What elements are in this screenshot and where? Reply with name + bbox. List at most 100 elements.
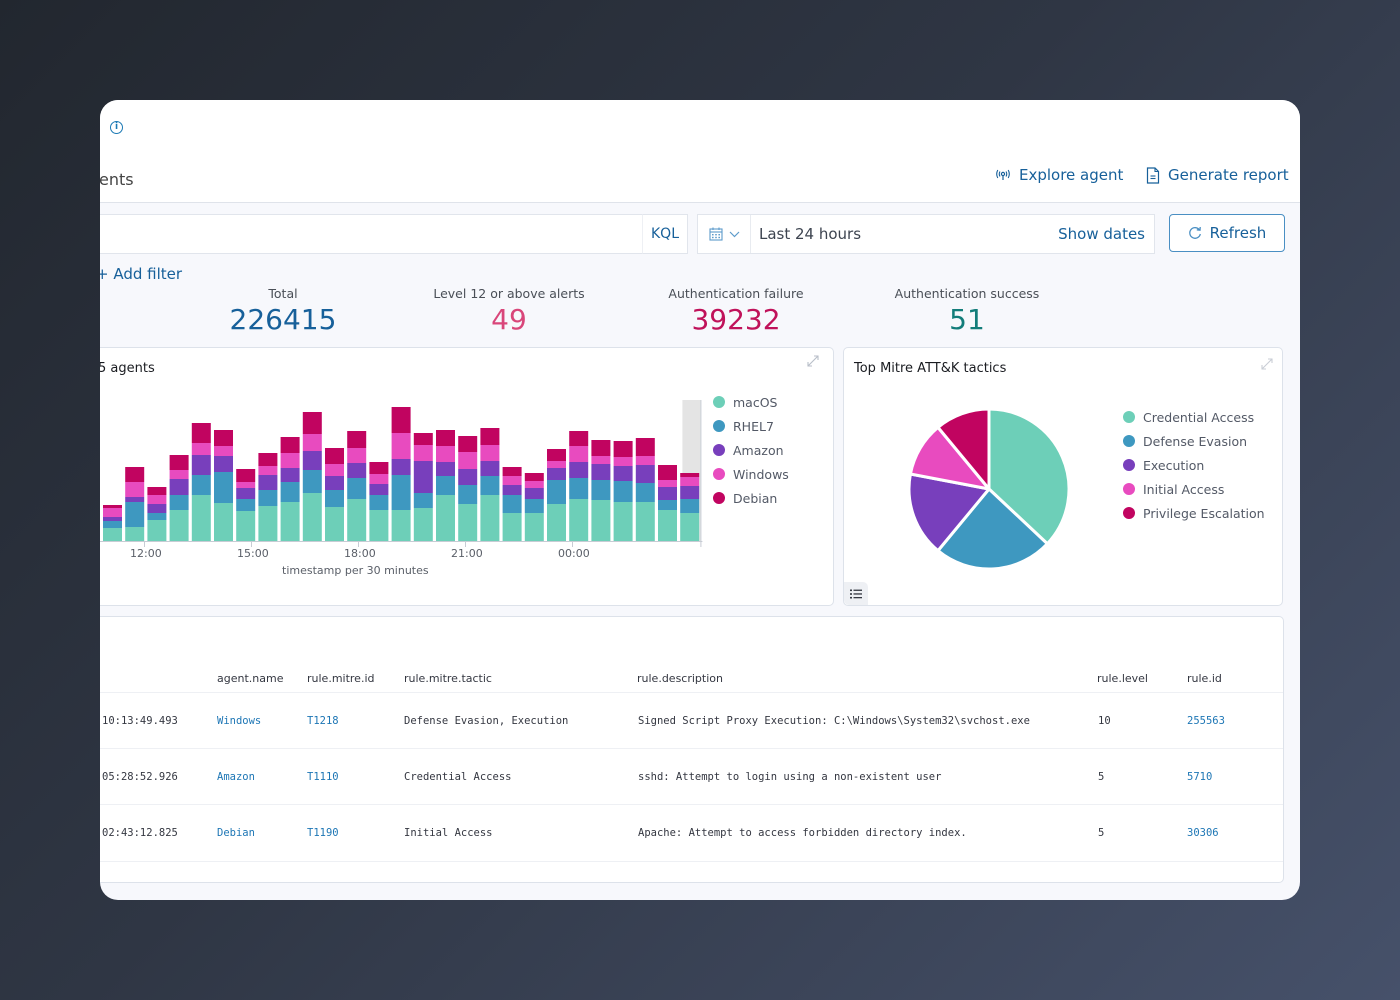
stat-value[interactable]: 39232: [691, 303, 781, 336]
bar-segment-debian[interactable]: [680, 473, 700, 477]
bar-segment-rhel7[interactable]: [569, 478, 589, 499]
bar-segment-windows[interactable]: [125, 482, 145, 497]
bar-segment-rhel7[interactable]: [524, 499, 544, 513]
bar-segment-amazon[interactable]: [236, 488, 256, 499]
show-dates-button[interactable]: Show dates: [1058, 225, 1145, 243]
legend-item-amazon[interactable]: Amazon: [713, 438, 789, 462]
bar-segment-rhel7[interactable]: [413, 493, 433, 508]
bar-segment-macos[interactable]: [236, 511, 256, 541]
bar-segment-rhel7[interactable]: [635, 483, 655, 502]
bar-segment-amazon[interactable]: [436, 462, 455, 476]
expand-icon[interactable]: [1260, 357, 1274, 371]
bar-segment-amazon[interactable]: [458, 469, 478, 485]
bar-segment-macos[interactable]: [280, 502, 300, 541]
bar-segment-amazon[interactable]: [125, 497, 145, 502]
bar-segment-debian[interactable]: [169, 455, 189, 470]
info-icon[interactable]: i: [110, 121, 123, 134]
quick-menu-button[interactable]: [698, 215, 751, 253]
legend-item-rhel7[interactable]: RHEL7: [713, 414, 789, 438]
bar-segment-macos[interactable]: [147, 520, 167, 541]
bar-segment-rhel7[interactable]: [458, 485, 478, 504]
bar-segment-amazon[interactable]: [480, 461, 500, 476]
bar-segment-debian[interactable]: [658, 465, 677, 480]
bar-segment-windows[interactable]: [280, 453, 300, 468]
bar-segment-macos[interactable]: [258, 506, 278, 541]
pie-slice-privilege-escalation[interactable]: [936, 407, 991, 491]
bar-segment-windows[interactable]: [524, 481, 544, 488]
refresh-button[interactable]: Refresh: [1169, 214, 1285, 252]
bar-segment-macos[interactable]: [635, 502, 655, 541]
bar-segment-windows[interactable]: [214, 446, 233, 456]
legend-item-windows[interactable]: Windows: [713, 462, 789, 486]
bar-segment-windows[interactable]: [502, 476, 522, 485]
cell-rule-id[interactable]: 30306: [1187, 827, 1219, 839]
bar-segment-macos[interactable]: [591, 500, 611, 541]
add-filter-button[interactable]: + Add filter: [100, 265, 183, 283]
bar-segment-windows[interactable]: [458, 452, 478, 469]
bar-segment-amazon[interactable]: [547, 468, 566, 480]
bar-segment-amazon[interactable]: [347, 463, 367, 478]
bar-segment-rhel7[interactable]: [547, 480, 566, 504]
bar-segment-rhel7[interactable]: [591, 480, 611, 500]
bar-segment-rhel7[interactable]: [680, 499, 700, 513]
bar-segment-amazon[interactable]: [391, 459, 411, 475]
pie-slice-execution[interactable]: [907, 472, 991, 553]
legend-item-credential-access[interactable]: Credential Access: [1123, 405, 1265, 429]
bar-segment-amazon[interactable]: [524, 488, 544, 499]
bar-segment-rhel7[interactable]: [658, 500, 677, 510]
bar-segment-debian[interactable]: [591, 440, 611, 456]
column-header-rule-mitre-id[interactable]: rule.mitre.id: [307, 672, 375, 685]
generate-report-button[interactable]: Generate report: [1146, 166, 1289, 184]
bar-segment-macos[interactable]: [436, 495, 455, 541]
pie-slice-credential-access[interactable]: [987, 407, 1071, 546]
bar-segment-debian[interactable]: [413, 433, 433, 445]
bar-segment-macos[interactable]: [480, 495, 500, 541]
bar-segment-macos[interactable]: [613, 502, 633, 541]
bar-segment-macos[interactable]: [347, 499, 367, 541]
bar-segment-debian[interactable]: [302, 412, 322, 434]
search-input[interactable]: [100, 214, 644, 254]
column-header-rule-id[interactable]: rule.id: [1187, 672, 1222, 685]
time-range-label[interactable]: Last 24 hours: [759, 225, 862, 243]
bar-segment-amazon[interactable]: [502, 485, 522, 495]
bar-segment-debian[interactable]: [502, 467, 522, 476]
bar-segment-windows[interactable]: [325, 464, 344, 476]
bar-segment-macos[interactable]: [391, 510, 411, 541]
bar-segment-amazon[interactable]: [680, 486, 700, 499]
legend-item-execution[interactable]: Execution: [1123, 453, 1265, 477]
bar-segment-debian[interactable]: [280, 437, 300, 453]
stat-value[interactable]: 226415: [229, 303, 337, 336]
legend-item-initial-access[interactable]: Initial Access: [1123, 477, 1265, 501]
bar-segment-windows[interactable]: [591, 456, 611, 464]
bar-segment-amazon[interactable]: [635, 465, 655, 483]
kql-toggle-button[interactable]: KQL: [642, 214, 688, 254]
column-header-rule-level[interactable]: rule.level: [1097, 672, 1148, 685]
bar-segment-debian[interactable]: [125, 467, 145, 482]
legend-item-debian[interactable]: Debian: [713, 486, 789, 510]
bar-segment-debian[interactable]: [547, 449, 566, 461]
bar-segment-amazon[interactable]: [325, 476, 344, 490]
bar-segment-rhel7[interactable]: [302, 470, 322, 493]
expand-icon[interactable]: [806, 354, 820, 368]
bar-segment-debian[interactable]: [436, 430, 455, 446]
bar-segment-windows[interactable]: [369, 474, 389, 484]
legend-item-privilege-escalation[interactable]: Privilege Escalation: [1123, 501, 1265, 525]
bar-segment-macos[interactable]: [325, 507, 344, 541]
bar-segment-debian[interactable]: [347, 431, 367, 448]
bar-segment-macos[interactable]: [191, 495, 211, 541]
pie-slice-defense-evasion[interactable]: [936, 487, 1049, 571]
bar-segment-windows[interactable]: [547, 461, 566, 468]
bar-segment-macos[interactable]: [169, 510, 189, 541]
bar-segment-rhel7[interactable]: [258, 490, 278, 506]
bar-segment-windows[interactable]: [635, 456, 655, 465]
column-header-rule-mitre-tactic[interactable]: rule.mitre.tactic: [404, 672, 492, 685]
bar-segment-rhel7[interactable]: [169, 495, 189, 510]
bar-segment-debian[interactable]: [236, 469, 256, 482]
bar-segment-rhel7[interactable]: [125, 502, 145, 527]
bar-segment-macos[interactable]: [458, 504, 478, 541]
bar-segment-debian[interactable]: [613, 441, 633, 457]
tab-events[interactable]: ents: [100, 170, 134, 189]
bar-segment-rhel7[interactable]: [325, 490, 344, 507]
bar-segment-debian[interactable]: [103, 505, 122, 508]
bar-segment-macos[interactable]: [302, 493, 322, 541]
